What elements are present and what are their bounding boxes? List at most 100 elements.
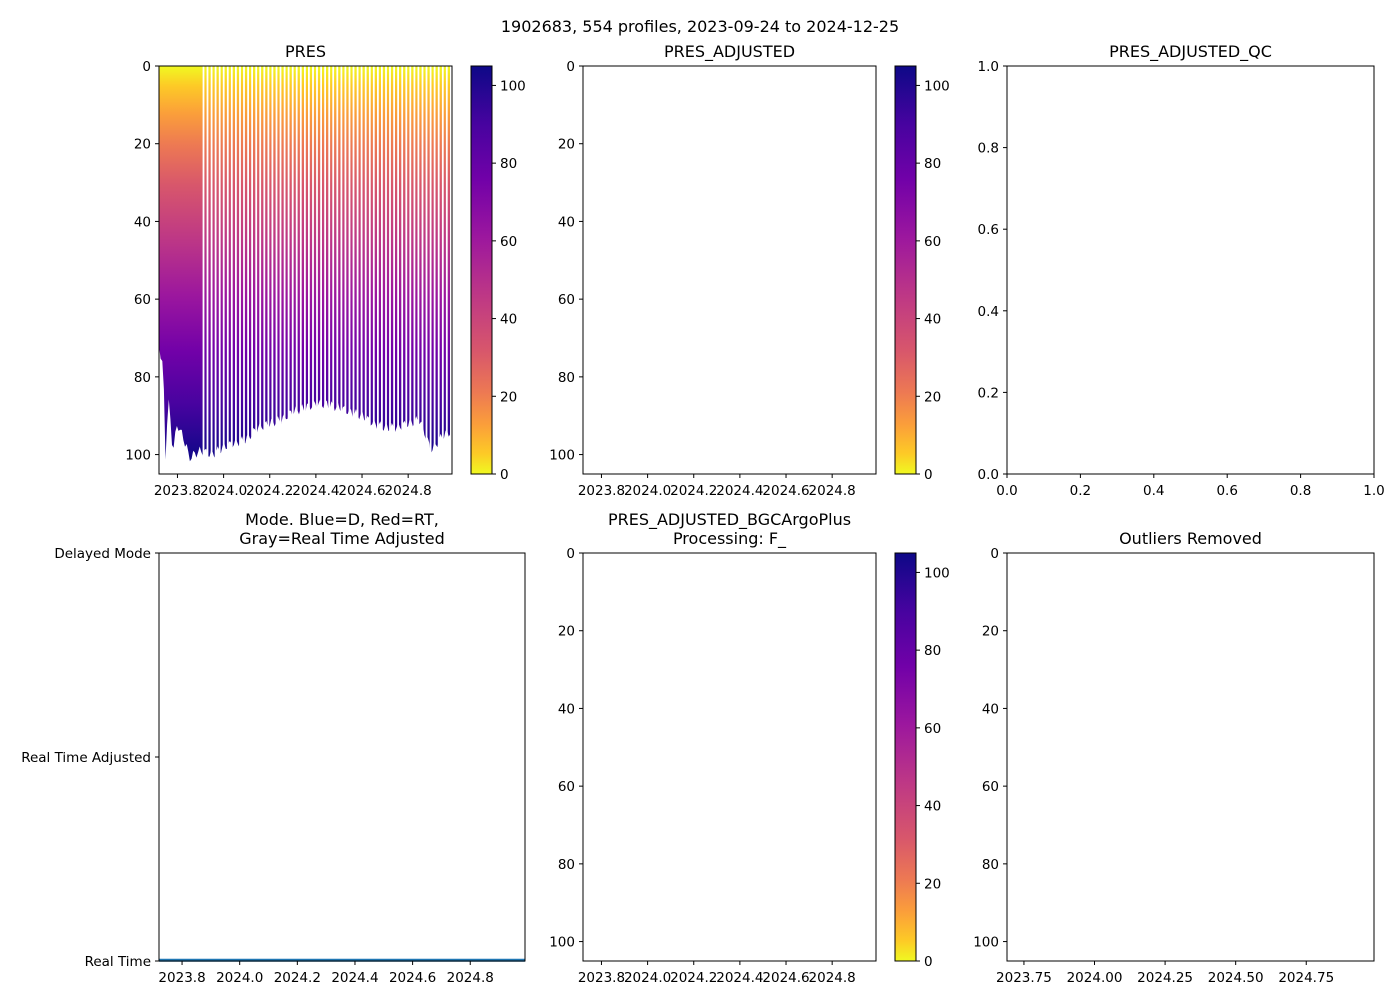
pres-adjusted-colorbar-tick-label: 0 bbox=[924, 467, 933, 483]
pres-colorbar-tick-label: 80 bbox=[500, 156, 517, 172]
pres-profile-gap bbox=[312, 66, 314, 474]
outliers-ytick-label: 20 bbox=[982, 624, 999, 640]
pres-adjusted-qc-ytick-label: 0.8 bbox=[978, 141, 999, 157]
outliers-xtick-label: 2024.75 bbox=[1278, 970, 1334, 986]
pres-profile-gap bbox=[433, 66, 436, 474]
pres-profile-gap bbox=[445, 66, 448, 474]
pres-adjusted-bgc-xtick-label: 2024.4 bbox=[716, 970, 763, 986]
pres-adjusted-qc-ytick-label: 0.2 bbox=[978, 385, 999, 401]
pres-profile-gap bbox=[218, 66, 221, 474]
pres-profile-gap bbox=[405, 66, 408, 474]
pres-profile-gap bbox=[429, 66, 432, 474]
pres-profile-gap bbox=[206, 66, 209, 474]
pres-adjusted-ytick-label: 20 bbox=[558, 137, 575, 153]
pres-profile-gap bbox=[356, 66, 359, 474]
pres-adjusted-bgc-colorbar-tick-label: 40 bbox=[924, 799, 941, 815]
pres-ytick-label: 20 bbox=[134, 137, 151, 153]
pres-profile-gap bbox=[222, 66, 225, 474]
mode-ytick-label: Real Time Adjusted bbox=[21, 750, 151, 766]
pres-profile-gap bbox=[271, 66, 274, 474]
pres-profile-gap bbox=[316, 66, 318, 474]
pres-adjusted-qc-xtick-label: 0.6 bbox=[1216, 483, 1237, 499]
pres-profile-gap bbox=[275, 66, 278, 474]
pres-ytick-label: 0 bbox=[142, 59, 151, 75]
pres-adjusted-qc-xtick-label: 1.0 bbox=[1363, 483, 1384, 499]
mode-ytick-label: Delayed Mode bbox=[54, 546, 151, 562]
pres-adjusted-bgc-ytick-label: 60 bbox=[558, 779, 575, 795]
pres-adjusted-qc-ytick-label: 0.0 bbox=[978, 467, 999, 483]
mode-title-line-2: Gray=Real Time Adjusted bbox=[239, 529, 445, 548]
pres-xtick-label: 2024.0 bbox=[200, 483, 247, 499]
outliers-ytick-label: 40 bbox=[982, 701, 999, 717]
pres-colorbar-tick-label: 20 bbox=[500, 389, 517, 405]
outliers-ytick-label: 80 bbox=[982, 857, 999, 873]
pres-profile-gap bbox=[226, 66, 229, 474]
pres-profile-gap bbox=[389, 66, 391, 474]
pres-adjusted-xtick-label: 2024.2 bbox=[670, 483, 717, 499]
pres-adjusted-qc-ytick-label: 0.6 bbox=[978, 222, 999, 238]
pres-profile-gap bbox=[267, 66, 270, 474]
pres-adjusted-bgc-xtick-label: 2024.2 bbox=[670, 970, 717, 986]
pres-profile-gap bbox=[328, 66, 331, 474]
pres-adjusted-colorbar-gradient bbox=[895, 66, 916, 474]
figure-title: 1902683, 554 profiles, 2023-09-24 to 202… bbox=[501, 17, 899, 36]
pres-adjusted-bgc-title-line-1: PRES_ADJUSTED_BGCArgoPlus bbox=[608, 510, 851, 530]
pres-adjusted-colorbar-tick-label: 100 bbox=[924, 78, 950, 94]
pres-adjusted-ytick-label: 0 bbox=[566, 59, 575, 75]
pres-adjusted-qc-frame bbox=[1006, 65, 1375, 475]
pres-profile-gap bbox=[437, 66, 440, 474]
pres-adjusted-ytick-label: 100 bbox=[549, 448, 575, 464]
pres-title: PRES bbox=[285, 42, 326, 61]
pres-profile-gap bbox=[352, 66, 355, 474]
pres-adjusted-qc-xtick-label: 0.0 bbox=[996, 483, 1017, 499]
pres-adjusted-bgc-colorbar-tick-label: 60 bbox=[924, 721, 941, 737]
pres-profile-gap bbox=[255, 66, 258, 474]
pres-adjusted-colorbar-tick-label: 60 bbox=[924, 234, 941, 250]
pres-adjusted-qc-panel: 0.0 0.2 0.4 0.6 0.8 1.0 0.0 0.2 0.4 0.6 0.8 1.0 PRES… bbox=[978, 42, 1385, 499]
pres-adjusted-xtick-label: 2024.8 bbox=[809, 483, 856, 499]
pres-profile-gap bbox=[295, 66, 298, 474]
pres-adjusted-qc-title: PRES_ADJUSTED_QC bbox=[1109, 42, 1272, 62]
pres-colorbar-gradient bbox=[471, 66, 492, 474]
pres-profile-gap bbox=[259, 66, 262, 474]
pres-profile-gap bbox=[235, 66, 237, 474]
pres-ytick-label: 80 bbox=[134, 370, 151, 386]
pres-adjusted-ytick-label: 60 bbox=[558, 292, 575, 308]
pres-profile-gap bbox=[283, 66, 286, 474]
pres-profile-gap bbox=[397, 66, 399, 474]
pres-profile-gap bbox=[304, 66, 306, 474]
pres-colorbar-frame bbox=[470, 65, 493, 475]
pres-profile-gap bbox=[381, 66, 383, 474]
pres-adjusted-bgc-xtick-label: 2024.0 bbox=[624, 970, 671, 986]
pres-profile-gap bbox=[324, 66, 326, 474]
pres-profile-gap bbox=[450, 66, 452, 474]
mode-frame bbox=[158, 552, 526, 962]
pres-adjusted-colorbar-frame bbox=[894, 65, 917, 475]
pres-xtick-label: 2024.2 bbox=[246, 483, 293, 499]
pres-adjusted-title: PRES_ADJUSTED bbox=[664, 42, 795, 62]
pres-adjusted-bgc-ytick-label: 80 bbox=[558, 857, 575, 873]
mode-ytick-label: Real Time bbox=[85, 954, 151, 970]
pres-adjusted-bgc-xtick-label: 2024.6 bbox=[762, 970, 809, 986]
pres-frame bbox=[158, 65, 453, 475]
pres-profile-gap bbox=[340, 66, 343, 474]
pres-adjusted-bgc-ytick-label: 100 bbox=[549, 935, 575, 951]
pres-profile-gap bbox=[279, 66, 282, 474]
pres-profile-gap bbox=[417, 66, 420, 474]
pres-adjusted-qc-xtick-label: 0.4 bbox=[1143, 483, 1164, 499]
pres-adjusted-frame bbox=[582, 65, 877, 475]
pres-adjusted-xtick-label: 2024.6 bbox=[762, 483, 809, 499]
pres-profile-gap bbox=[393, 66, 395, 474]
pres-adjusted-bgc-ytick-label: 20 bbox=[558, 624, 575, 640]
mode-xtick-label: 2024.4 bbox=[331, 970, 378, 986]
pres-adjusted-xtick-label: 2024.0 bbox=[624, 483, 671, 499]
pres-xtick-label: 2024.4 bbox=[292, 483, 339, 499]
pres-profile-gap bbox=[299, 66, 302, 474]
pres-profile-gap bbox=[251, 66, 253, 474]
outliers-xtick-label: 2024.50 bbox=[1208, 970, 1264, 986]
pres-adjusted-bgc-colorbar-gradient bbox=[895, 553, 916, 961]
pres-adjusted-colorbar-tick-label: 20 bbox=[924, 389, 941, 405]
